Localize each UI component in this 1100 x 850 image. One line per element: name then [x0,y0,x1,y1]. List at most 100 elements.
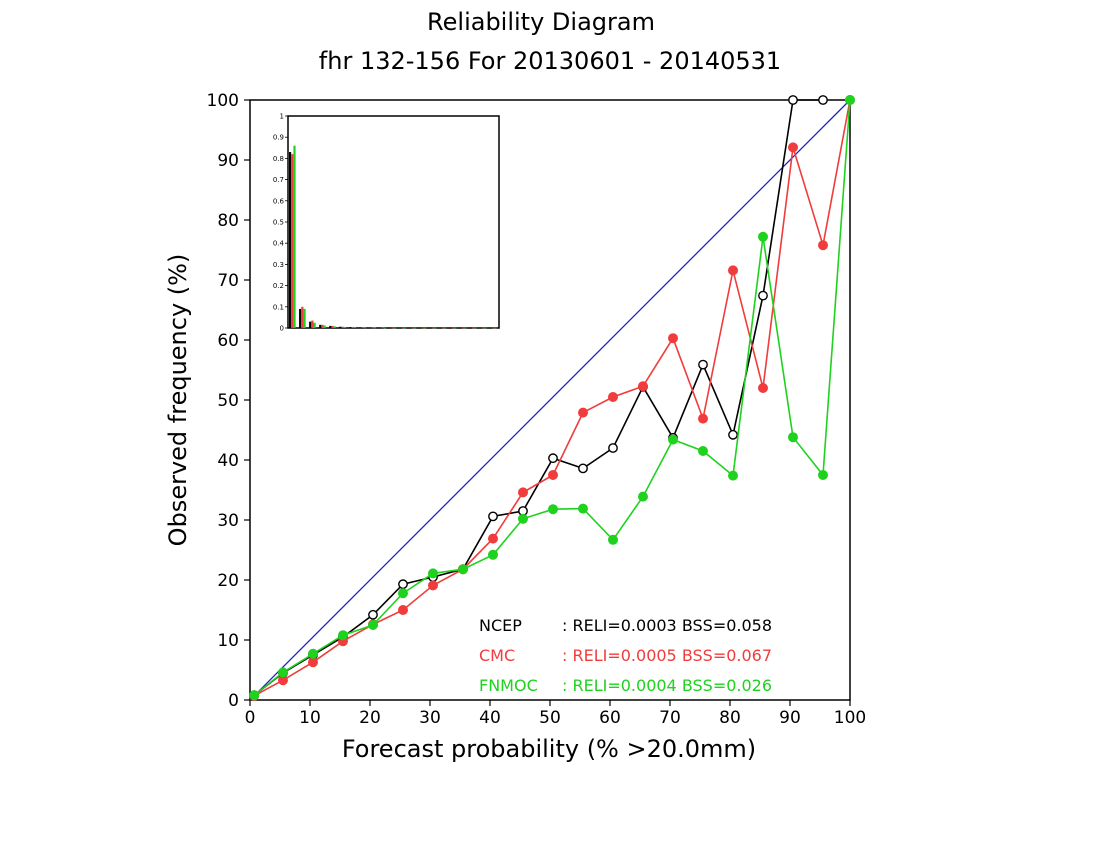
inset-bar-cmc [391,327,394,329]
y-tick-label: 90 [217,151,239,171]
data-point-cmc [578,407,588,418]
inset-bar-cmc [482,327,485,329]
inset-bar-ncep [399,327,402,329]
inset-bar-ncep [469,327,473,329]
x-tick-label: 90 [779,708,801,728]
x-tick-label: 20 [359,708,381,728]
inset-bar-cmc [291,154,294,328]
inset-bar-cmc [361,327,364,328]
inset-bar-cmc [381,327,384,329]
data-point-fnmoc [368,620,378,630]
inset-y-tick-label: 0.1 [273,303,284,311]
inset-bar-cmc [411,327,414,329]
inset-bar-cmc [321,324,324,328]
data-point-fnmoc [668,434,678,445]
inset-bar-ncep [329,325,332,328]
data-point-fnmoc [398,588,408,599]
inset-bar-ncep [349,327,352,328]
diagonal-line [249,99,851,701]
inset-bar-ncep [439,327,442,329]
data-point-fnmoc [428,568,438,579]
inset-bar-ncep [419,327,422,329]
x-tick-label: 100 [834,708,866,728]
inset-bar-fnmoc [313,322,316,328]
data-point-fnmoc [458,564,468,575]
inset-bar-ncep [429,327,432,329]
inset-histogram: 0 0.1 0.2 0.3 0.4 0.5 0.6 0.7 0.8 0.9 1 [273,113,500,333]
inset-bar-fnmoc [293,145,296,328]
data-point-ncep [488,511,498,522]
inset-bar-cmc [421,327,425,329]
data-point-cmc [638,381,648,392]
x-tick-label: 40 [479,708,501,728]
x-tick-label: 80 [719,708,741,728]
data-point-cmc [548,470,558,480]
data-point-fnmoc [278,667,288,678]
inset-bar-fnmoc [383,327,387,329]
inset-bar-fnmoc [333,326,336,328]
inset-bar-fnmoc [353,327,356,328]
data-point-cmc [698,413,708,424]
data-point-fnmoc [638,491,648,502]
inset-bar-ncep [319,324,322,328]
inset-bar-cmc [311,320,314,328]
inset-bar-cmc [341,326,344,328]
chart-subtitle: fhr 132-156 For 20130601 - 20140531 [319,47,781,75]
data-point-ncep [368,609,378,620]
inset-bar-ncep [339,326,342,328]
y-tick-label: 10 [217,631,239,651]
inset-bar-cmc [431,327,435,329]
data-point-fnmoc [698,446,708,456]
x-tick-label: 50 [539,708,561,728]
data-point-fnmoc [728,470,738,481]
data-point-fnmoc [758,231,768,242]
inset-frame [287,115,500,329]
inset-bar-fnmoc [484,327,487,329]
legend-label-cmc: CMC [479,646,515,665]
inset-bar-fnmoc [424,327,427,329]
chart-title: Reliability Diagram [427,8,655,36]
legend-stats-ncep: : RELI=0.0003 BSS=0.058 [562,616,772,635]
inset-bar-cmc [462,327,465,329]
legend-label-ncep: NCEP [479,616,522,635]
y-tick-label: 100 [207,91,239,111]
inset-y-tick-label: 0.7 [273,176,284,184]
inset-y-tick-label: 0.4 [273,240,285,248]
data-point-ncep [728,429,738,440]
data-point-fnmoc [548,504,558,515]
inset-bar-ncep [289,152,292,328]
data-point-fnmoc [518,513,528,524]
inset-bar-fnmoc [464,327,467,329]
inset-y-tick-label: 0.6 [273,197,285,205]
inset-bar-cmc [451,327,455,329]
inset-bar-cmc [441,327,445,329]
inset-bar-ncep [379,327,382,329]
data-point-fnmoc [249,690,260,701]
inset-y-tick-label: 0.2 [273,282,284,290]
y-tick-label: 80 [217,211,239,231]
y-axis-label: Observed frequency (%) [164,254,192,547]
data-point-cmc [788,142,798,153]
data-point-ncep [818,95,828,105]
x-tick-label: 10 [299,708,321,728]
y-tick-label: 60 [217,331,239,351]
data-point-ncep [398,579,408,590]
inset-bar-fnmoc [373,327,376,329]
x-tick-label: 70 [659,708,681,728]
data-point-ncep [578,463,588,474]
inset-bar-cmc [492,327,495,329]
inset-bar-cmc [371,327,374,329]
inset-bar-cmc [301,306,304,328]
data-point-ncep [788,95,798,105]
inset-y-tick-label: 0.5 [273,219,284,227]
x-axis-label: Forecast probability (% >20.0mm) [342,735,756,763]
data-point-cmc [428,580,438,591]
data-point-ncep [758,290,768,301]
inset-bar-fnmoc [474,327,477,329]
x-tick-label: 60 [599,708,621,728]
data-point-fnmoc [488,549,498,560]
inset-bar-cmc [472,327,475,329]
inset-bar-ncep [449,327,452,329]
data-point-cmc [608,392,618,402]
inset-bar-ncep [459,327,463,329]
